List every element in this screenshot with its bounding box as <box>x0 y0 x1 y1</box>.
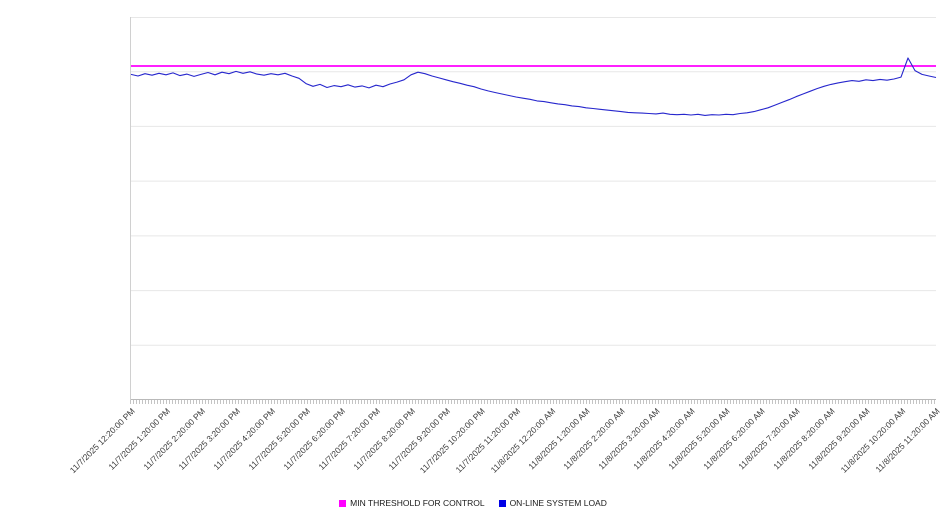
legend-item[interactable]: ON-LINE SYSTEM LOAD <box>498 498 607 508</box>
x-axis-labels: 11/7/2025 12:20:00 PM 11/7/2025 1:20:00 P… <box>0 406 946 486</box>
x-tick-label: 11/8/2025 6:20:00 AM <box>701 406 768 472</box>
legend-label: MIN THRESHOLD FOR CONTROL <box>350 498 485 508</box>
x-tick-label: 11/7/2025 8:20:00 PM <box>351 406 418 472</box>
x-tick-label: 11/8/2025 2:20:00 AM <box>561 406 628 472</box>
x-tick-label: 11/8/2025 9:20:00 AM <box>806 406 873 472</box>
x-tick-label: 11/8/2025 11:20:00 AM <box>873 406 943 475</box>
x-tick-label: 11/8/2025 10:20:00 AM <box>838 406 908 475</box>
x-tick-label: 11/7/2025 10:20:00 PM <box>417 406 488 476</box>
x-tick-label: 11/7/2025 7:20:00 PM <box>316 406 383 472</box>
x-tick-label: 11/7/2025 2:20:00 PM <box>141 406 208 472</box>
legend: MIN THRESHOLD FOR CONTROL ON-LINE SYSTEM … <box>0 498 946 508</box>
x-tick-label: 11/8/2025 3:20:00 AM <box>596 406 663 472</box>
x-tick-label: 11/7/2025 5:20:00 PM <box>246 406 313 472</box>
x-tick-label: 11/7/2025 1:20:00 PM <box>106 406 173 472</box>
x-tick-label: 11/7/2025 6:20:00 PM <box>281 406 348 472</box>
legend-label: ON-LINE SYSTEM LOAD <box>509 498 607 508</box>
x-tick-label: 11/8/2025 4:20:00 AM <box>631 406 698 472</box>
x-tick-label: 11/7/2025 3:20:00 PM <box>176 406 243 472</box>
load-line <box>130 57 937 116</box>
x-tick-label: 11/8/2025 5:20:00 AM <box>666 406 733 472</box>
plot-svg <box>130 17 937 400</box>
x-tick-label: 11/8/2025 1:20:00 AM <box>526 406 593 472</box>
x-tick-label: 11/8/2025 7:20:00 AM <box>736 406 803 472</box>
x-tick-label: 11/8/2025 12:20:00 AM <box>488 406 558 475</box>
plot-area <box>130 17 937 400</box>
x-tick-label: 11/7/2025 4:20:00 PM <box>211 406 278 472</box>
x-tick-label: 11/8/2025 8:20:00 AM <box>771 406 838 472</box>
legend-item[interactable]: MIN THRESHOLD FOR CONTROL <box>339 498 485 508</box>
x-tick-label: 11/7/2025 11:20:00 PM <box>453 406 523 475</box>
legend-swatch <box>339 499 347 507</box>
x-tick-label: 11/7/2025 9:20:00 PM <box>386 406 453 472</box>
x-tick-label: 11/7/2025 12:20:00 PM <box>67 406 138 476</box>
legend-swatch <box>498 499 506 507</box>
x-axis-minor-ticks <box>130 400 936 404</box>
